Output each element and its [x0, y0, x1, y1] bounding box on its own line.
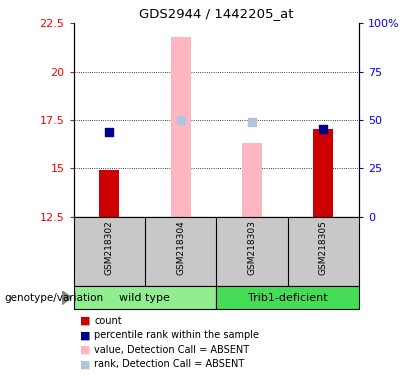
Text: wild type: wild type — [119, 293, 171, 303]
Bar — [171, 36, 191, 217]
Bar — [313, 129, 333, 217]
Text: Trib1-deficient: Trib1-deficient — [248, 293, 328, 303]
Text: GSM218304: GSM218304 — [176, 220, 185, 275]
Text: genotype/variation: genotype/variation — [4, 293, 103, 303]
Text: percentile rank within the sample: percentile rank within the sample — [94, 330, 260, 340]
Point — [177, 116, 184, 122]
Text: rank, Detection Call = ABSENT: rank, Detection Call = ABSENT — [94, 359, 245, 369]
Bar — [99, 170, 119, 217]
Text: ■: ■ — [80, 330, 90, 340]
Polygon shape — [62, 291, 71, 305]
Text: GSM218302: GSM218302 — [105, 220, 114, 275]
Text: count: count — [94, 316, 122, 326]
Text: value, Detection Call = ABSENT: value, Detection Call = ABSENT — [94, 345, 249, 355]
Text: GSM218303: GSM218303 — [247, 220, 257, 275]
Bar — [74, 286, 216, 309]
Text: ■: ■ — [80, 359, 90, 369]
Bar — [216, 286, 359, 309]
Bar — [242, 143, 262, 217]
Title: GDS2944 / 1442205_at: GDS2944 / 1442205_at — [139, 7, 294, 20]
Point — [106, 129, 113, 135]
Point — [320, 126, 327, 132]
Point — [249, 119, 255, 126]
Text: GSM218305: GSM218305 — [319, 220, 328, 275]
Text: ■: ■ — [80, 345, 90, 355]
Text: ■: ■ — [80, 316, 90, 326]
